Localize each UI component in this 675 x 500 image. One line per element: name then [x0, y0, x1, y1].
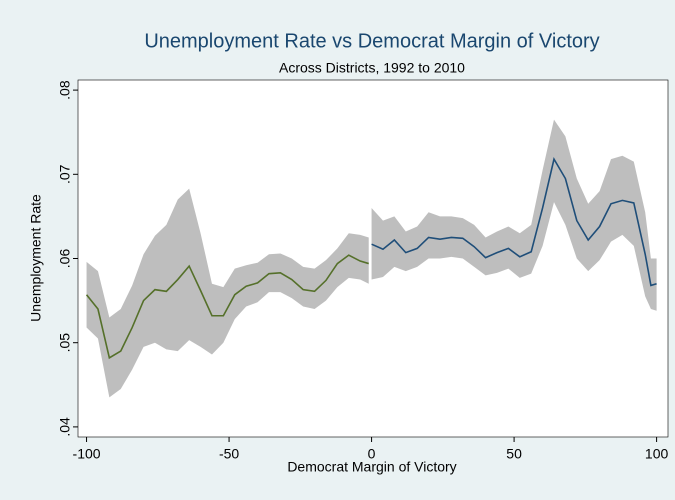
x-tick-label: 0	[368, 446, 376, 462]
y-tick-label: .05	[57, 333, 73, 353]
y-tick-label: .08	[57, 80, 73, 100]
x-tick-label: -50	[219, 446, 239, 462]
y-tick-label: .07	[57, 164, 73, 184]
line	[85, 254, 369, 360]
x-axis-title: Democrat Margin of Victory	[287, 459, 456, 475]
x-tick-label: 100	[645, 446, 669, 462]
chart-title: Unemployment Rate vs Democrat Margin of …	[144, 30, 599, 52]
y-axis-title: Unemployment Rate	[28, 194, 44, 322]
y-tick-label: .04	[57, 417, 73, 437]
confidence-band	[371, 119, 657, 311]
chart-subtitle: Across Districts, 1992 to 2010	[279, 60, 465, 76]
x-tick-label: -100	[73, 446, 101, 462]
y-tick-label: .06	[57, 249, 73, 269]
confidence-band	[86, 188, 369, 398]
line	[371, 157, 657, 287]
x-tick-label: 50	[506, 446, 522, 462]
